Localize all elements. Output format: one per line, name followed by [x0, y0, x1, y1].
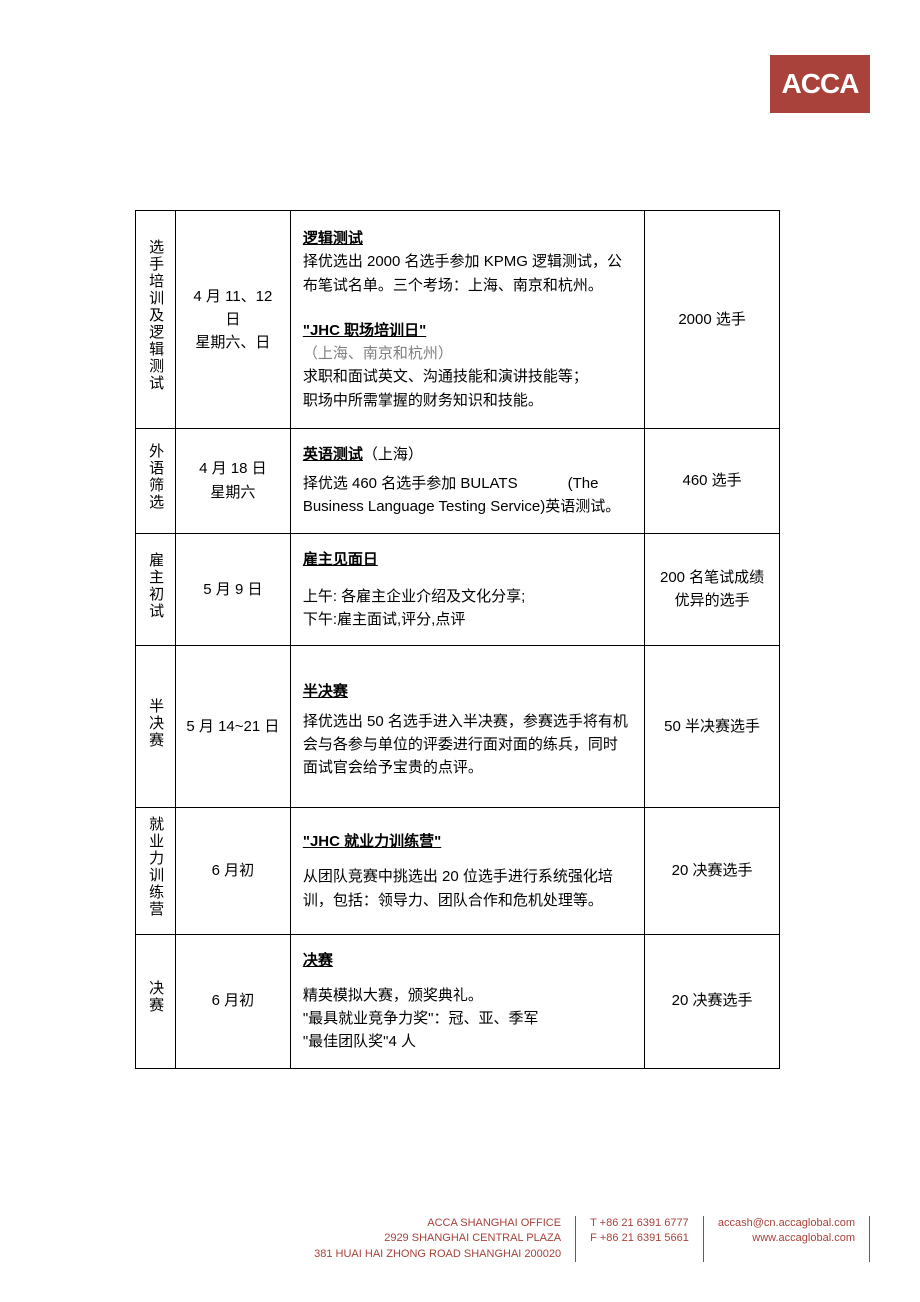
stage-label: 外语筛选	[144, 443, 167, 511]
stage-label: 选手培训及逻辑测试	[144, 239, 167, 392]
date-line: 4 月 18 日	[186, 457, 280, 480]
stage-cell: 雇主初试	[136, 533, 176, 646]
desc-body: 职场中所需掌握的财务知识和技能。	[303, 389, 632, 412]
count-cell: 2000 选手	[645, 211, 780, 429]
footer-fax: F +86 21 6391 5661	[590, 1231, 689, 1246]
desc-body: "最具就业竞争力奖"：冠、亚、季军	[303, 1007, 632, 1030]
desc-title: 英语测试	[303, 446, 363, 463]
table-row: 雇主初试 5 月 9 日 雇主见面日 上午: 各雇主企业介绍及文化分享; 下午:…	[136, 533, 780, 646]
date-line: 4 月 11、12 日	[186, 285, 280, 332]
desc-title: 半决赛	[303, 683, 348, 700]
stage-label: 半决赛	[144, 698, 167, 749]
date-line: 星期六	[186, 481, 280, 504]
footer-contact: T +86 21 6391 6777 F +86 21 6391 5661	[576, 1216, 704, 1262]
desc-title: 逻辑测试	[303, 230, 363, 247]
desc-cell: 雇主见面日 上午: 各雇主企业介绍及文化分享; 下午:雇主面试,评分,点评	[290, 533, 644, 646]
stage-label: 就业力训练营	[144, 816, 167, 918]
desc-body: "最佳团队奖"4 人	[303, 1030, 632, 1053]
desc-title: "JHC 职场培训日"	[303, 322, 426, 339]
date-line: 5 月 9 日	[186, 578, 280, 601]
footer-tel: T +86 21 6391 6777	[590, 1216, 689, 1231]
footer-line: 381 HUAI HAI ZHONG ROAD SHANGHAI 200020	[314, 1247, 561, 1262]
desc-subtitle: （上海、南京和杭州）	[303, 342, 632, 365]
date-cell: 4 月 18 日 星期六	[175, 428, 290, 533]
date-cell: 6 月初	[175, 934, 290, 1068]
stage-cell: 就业力训练营	[136, 808, 176, 934]
desc-body: 从团队竞赛中挑选出 20 位选手进行系统强化培训，包括：领导力、团队合作和危机处…	[303, 865, 632, 912]
table-row: 半决赛 5 月 14~21 日 半决赛 择优选出 50 名选手进入半决赛，参赛选…	[136, 646, 780, 808]
stage-cell: 半决赛	[136, 646, 176, 808]
stage-cell: 选手培训及逻辑测试	[136, 211, 176, 429]
count-cell: 460 选手	[645, 428, 780, 533]
desc-body: 择优选出 2000 名选手参加 KPMG 逻辑测试，公布笔试名单。三个考场：上海…	[303, 250, 632, 297]
stage-label: 决赛	[144, 980, 167, 1014]
desc-cell: 决赛 精英模拟大赛，颁奖典礼。 "最具就业竞争力奖"：冠、亚、季军 "最佳团队奖…	[290, 934, 644, 1068]
date-cell: 5 月 14~21 日	[175, 646, 290, 808]
date-cell: 5 月 9 日	[175, 533, 290, 646]
acca-logo: ACCA	[770, 55, 870, 113]
stage-label: 雇主初试	[144, 552, 167, 620]
desc-cell: 逻辑测试 择优选出 2000 名选手参加 KPMG 逻辑测试，公布笔试名单。三个…	[290, 211, 644, 429]
desc-cell: "JHC 就业力训练营" 从团队竞赛中挑选出 20 位选手进行系统强化培训，包括…	[290, 808, 644, 934]
date-cell: 4 月 11、12 日 星期六、日	[175, 211, 290, 429]
desc-body: 上午: 各雇主企业介绍及文化分享;	[303, 585, 632, 608]
date-line: 6 月初	[186, 859, 280, 882]
desc-cell: 英语测试（上海） 择优选 460 名选手参加 BULATS (The Busin…	[290, 428, 644, 533]
desc-body: 求职和面试英文、沟通技能和演讲技能等；	[303, 365, 632, 388]
date-cell: 6 月初	[175, 808, 290, 934]
date-line: 6 月初	[186, 989, 280, 1012]
desc-body: 择优选出 50 名选手进入半决赛，参赛选手将有机会与各参与单位的评委进行面对面的…	[303, 710, 632, 780]
count-cell: 20 决赛选手	[645, 934, 780, 1068]
stage-cell: 外语筛选	[136, 428, 176, 533]
desc-title: 决赛	[303, 952, 333, 969]
table-row: 选手培训及逻辑测试 4 月 11、12 日 星期六、日 逻辑测试 择优选出 20…	[136, 211, 780, 429]
footer-web: www.accaglobal.com	[718, 1231, 855, 1246]
count-cell: 20 决赛选手	[645, 808, 780, 934]
table-row: 外语筛选 4 月 18 日 星期六 英语测试（上海） 择优选 460 名选手参加…	[136, 428, 780, 533]
footer-office: ACCA SHANGHAI OFFICE 2929 SHANGHAI CENTR…	[300, 1216, 576, 1262]
logo-text: ACCA	[782, 68, 859, 100]
desc-body: 择优选 460 名选手参加 BULATS (The Business Langu…	[303, 472, 632, 519]
desc-body: 下午:雇主面试,评分,点评	[303, 608, 632, 631]
desc-title: "JHC 就业力训练营"	[303, 833, 441, 850]
footer-email: accash@cn.accaglobal.com	[718, 1216, 855, 1231]
count-cell: 200 名笔试成绩优异的选手	[645, 533, 780, 646]
footer-line: ACCA SHANGHAI OFFICE	[314, 1216, 561, 1231]
schedule-table: 选手培训及逻辑测试 4 月 11、12 日 星期六、日 逻辑测试 择优选出 20…	[135, 210, 780, 1069]
desc-body: 精英模拟大赛，颁奖典礼。	[303, 984, 632, 1007]
table-row: 就业力训练营 6 月初 "JHC 就业力训练营" 从团队竞赛中挑选出 20 位选…	[136, 808, 780, 934]
footer-links: accash@cn.accaglobal.com www.accaglobal.…	[704, 1216, 870, 1262]
page-footer: ACCA SHANGHAI OFFICE 2929 SHANGHAI CENTR…	[70, 1216, 870, 1262]
desc-subtitle: （上海）	[363, 446, 423, 463]
stage-cell: 决赛	[136, 934, 176, 1068]
date-line: 星期六、日	[186, 331, 280, 354]
footer-line: 2929 SHANGHAI CENTRAL PLAZA	[314, 1231, 561, 1246]
desc-title: 雇主见面日	[303, 551, 378, 568]
table-row: 决赛 6 月初 决赛 精英模拟大赛，颁奖典礼。 "最具就业竞争力奖"：冠、亚、季…	[136, 934, 780, 1068]
desc-cell: 半决赛 择优选出 50 名选手进入半决赛，参赛选手将有机会与各参与单位的评委进行…	[290, 646, 644, 808]
count-cell: 50 半决赛选手	[645, 646, 780, 808]
date-line: 5 月 14~21 日	[186, 715, 280, 738]
